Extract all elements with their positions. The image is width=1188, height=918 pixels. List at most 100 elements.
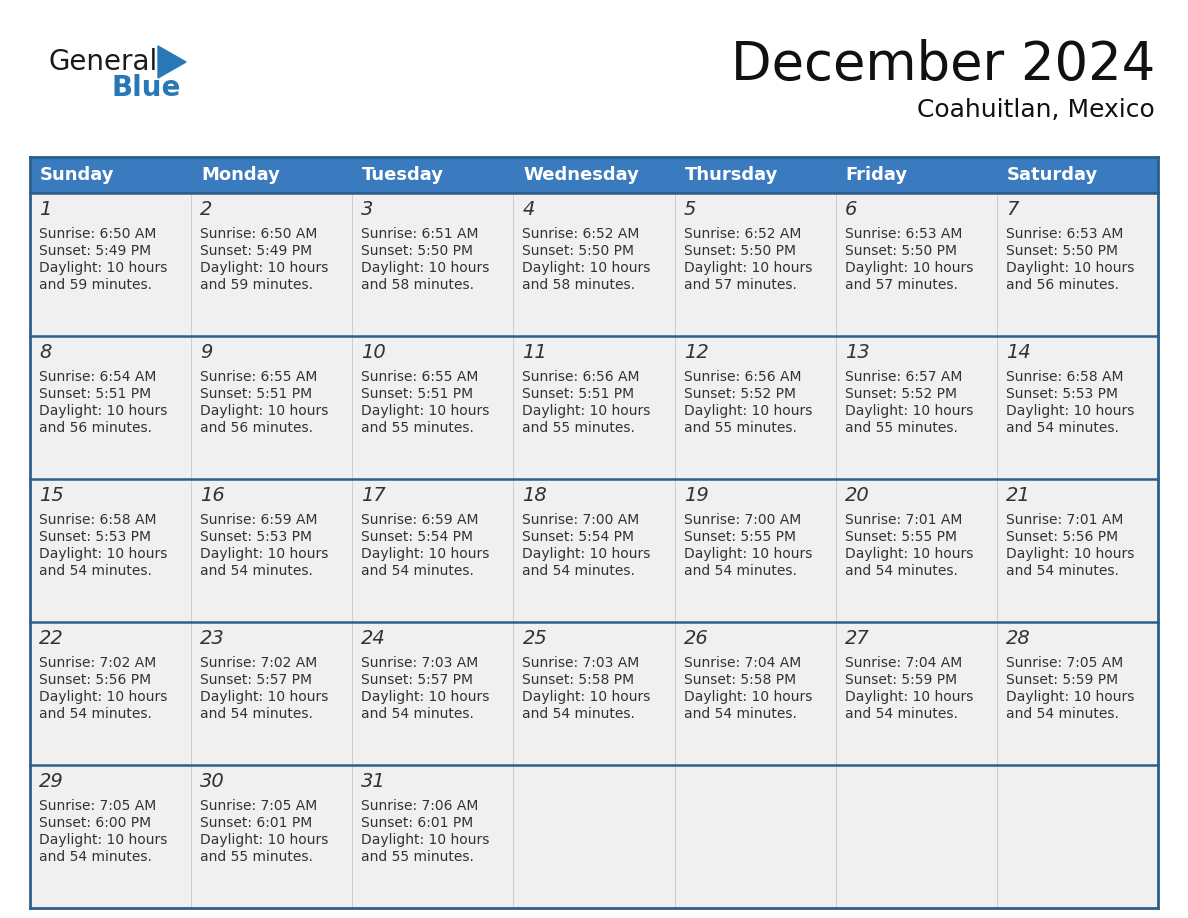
Bar (997, 193, 1158, 336)
Text: 30: 30 (200, 772, 225, 791)
Text: Sunrise: 7:02 AM: Sunrise: 7:02 AM (200, 656, 317, 670)
Bar (30, 765, 191, 908)
Text: and 55 minutes.: and 55 minutes. (845, 421, 958, 435)
Text: Sunset: 5:54 PM: Sunset: 5:54 PM (361, 530, 473, 544)
Bar (675, 479, 835, 622)
Text: 19: 19 (683, 486, 708, 505)
Text: 25: 25 (523, 629, 548, 648)
Text: and 54 minutes.: and 54 minutes. (39, 707, 152, 721)
Text: Sunset: 5:52 PM: Sunset: 5:52 PM (683, 387, 796, 401)
Text: Sunset: 5:58 PM: Sunset: 5:58 PM (523, 673, 634, 687)
Text: and 55 minutes.: and 55 minutes. (361, 421, 474, 435)
Text: Sunrise: 6:57 AM: Sunrise: 6:57 AM (845, 370, 962, 384)
Bar (835, 336, 997, 479)
Text: Monday: Monday (201, 166, 280, 184)
Text: General: General (48, 48, 157, 76)
Text: Sunset: 5:56 PM: Sunset: 5:56 PM (39, 673, 151, 687)
Text: and 54 minutes.: and 54 minutes. (845, 564, 958, 578)
Text: and 56 minutes.: and 56 minutes. (39, 421, 152, 435)
Text: Sunset: 5:50 PM: Sunset: 5:50 PM (361, 244, 473, 258)
Text: 21: 21 (1006, 486, 1031, 505)
Text: 20: 20 (845, 486, 870, 505)
Text: 9: 9 (200, 343, 213, 362)
Text: Daylight: 10 hours: Daylight: 10 hours (361, 690, 489, 704)
Bar (675, 765, 835, 908)
Bar (191, 622, 353, 765)
Bar (30, 193, 191, 336)
Text: Sunrise: 7:05 AM: Sunrise: 7:05 AM (200, 799, 317, 813)
Text: Thursday: Thursday (684, 166, 778, 184)
Bar (835, 193, 997, 336)
Text: Daylight: 10 hours: Daylight: 10 hours (1006, 690, 1135, 704)
Text: Sunrise: 7:05 AM: Sunrise: 7:05 AM (1006, 656, 1123, 670)
Text: Sunrise: 6:51 AM: Sunrise: 6:51 AM (361, 227, 479, 241)
Text: and 54 minutes.: and 54 minutes. (361, 707, 474, 721)
Text: Sunset: 5:53 PM: Sunset: 5:53 PM (200, 530, 312, 544)
Text: Sunset: 5:49 PM: Sunset: 5:49 PM (39, 244, 151, 258)
Text: 2: 2 (200, 200, 213, 219)
Text: Daylight: 10 hours: Daylight: 10 hours (39, 690, 168, 704)
Polygon shape (158, 46, 187, 78)
Text: 28: 28 (1006, 629, 1031, 648)
Text: Sunrise: 6:56 AM: Sunrise: 6:56 AM (683, 370, 801, 384)
Text: 12: 12 (683, 343, 708, 362)
Text: Sunrise: 6:55 AM: Sunrise: 6:55 AM (200, 370, 317, 384)
Text: Sunrise: 7:00 AM: Sunrise: 7:00 AM (683, 513, 801, 527)
Text: Daylight: 10 hours: Daylight: 10 hours (39, 404, 168, 418)
Text: Sunrise: 7:03 AM: Sunrise: 7:03 AM (523, 656, 639, 670)
Bar (30, 622, 191, 765)
Text: Sunrise: 6:58 AM: Sunrise: 6:58 AM (39, 513, 157, 527)
Bar (353, 193, 513, 336)
Text: and 55 minutes.: and 55 minutes. (683, 421, 796, 435)
Bar (835, 479, 997, 622)
Text: and 57 minutes.: and 57 minutes. (683, 278, 796, 292)
Text: Sunrise: 7:01 AM: Sunrise: 7:01 AM (1006, 513, 1123, 527)
Text: Daylight: 10 hours: Daylight: 10 hours (200, 690, 329, 704)
Text: Daylight: 10 hours: Daylight: 10 hours (1006, 261, 1135, 275)
Text: 11: 11 (523, 343, 548, 362)
Text: Sunrise: 7:04 AM: Sunrise: 7:04 AM (845, 656, 962, 670)
Text: and 54 minutes.: and 54 minutes. (361, 564, 474, 578)
Text: Daylight: 10 hours: Daylight: 10 hours (683, 404, 811, 418)
Text: Daylight: 10 hours: Daylight: 10 hours (361, 547, 489, 561)
Text: Sunset: 6:01 PM: Sunset: 6:01 PM (200, 816, 312, 830)
Text: Sunrise: 6:59 AM: Sunrise: 6:59 AM (200, 513, 317, 527)
Text: 23: 23 (200, 629, 225, 648)
Bar (191, 765, 353, 908)
Text: Daylight: 10 hours: Daylight: 10 hours (523, 547, 651, 561)
Text: Sunday: Sunday (40, 166, 114, 184)
Text: and 56 minutes.: and 56 minutes. (1006, 278, 1119, 292)
Text: Saturday: Saturday (1007, 166, 1098, 184)
Bar (353, 479, 513, 622)
Text: Sunset: 5:49 PM: Sunset: 5:49 PM (200, 244, 312, 258)
Text: Daylight: 10 hours: Daylight: 10 hours (845, 404, 973, 418)
Text: Sunset: 5:51 PM: Sunset: 5:51 PM (39, 387, 151, 401)
Bar (191, 479, 353, 622)
Bar (835, 622, 997, 765)
Text: Sunrise: 6:50 AM: Sunrise: 6:50 AM (39, 227, 157, 241)
Text: Blue: Blue (112, 74, 182, 102)
Text: and 59 minutes.: and 59 minutes. (200, 278, 314, 292)
Text: and 54 minutes.: and 54 minutes. (1006, 564, 1119, 578)
Bar (997, 765, 1158, 908)
Text: and 54 minutes.: and 54 minutes. (683, 564, 796, 578)
Text: Daylight: 10 hours: Daylight: 10 hours (200, 833, 329, 847)
Text: Sunset: 5:57 PM: Sunset: 5:57 PM (200, 673, 312, 687)
Text: and 54 minutes.: and 54 minutes. (200, 707, 312, 721)
Text: Sunset: 5:50 PM: Sunset: 5:50 PM (845, 244, 956, 258)
Text: 1: 1 (39, 200, 51, 219)
Text: 16: 16 (200, 486, 225, 505)
Bar (997, 479, 1158, 622)
Text: Daylight: 10 hours: Daylight: 10 hours (39, 547, 168, 561)
Text: and 54 minutes.: and 54 minutes. (1006, 421, 1119, 435)
Text: and 58 minutes.: and 58 minutes. (523, 278, 636, 292)
Text: Daylight: 10 hours: Daylight: 10 hours (683, 547, 811, 561)
Text: Sunset: 5:50 PM: Sunset: 5:50 PM (683, 244, 796, 258)
Bar (997, 336, 1158, 479)
Text: and 56 minutes.: and 56 minutes. (200, 421, 314, 435)
Text: Daylight: 10 hours: Daylight: 10 hours (200, 547, 329, 561)
Text: 8: 8 (39, 343, 51, 362)
Text: Sunrise: 7:05 AM: Sunrise: 7:05 AM (39, 799, 157, 813)
Text: and 54 minutes.: and 54 minutes. (683, 707, 796, 721)
Text: Sunset: 5:55 PM: Sunset: 5:55 PM (683, 530, 796, 544)
